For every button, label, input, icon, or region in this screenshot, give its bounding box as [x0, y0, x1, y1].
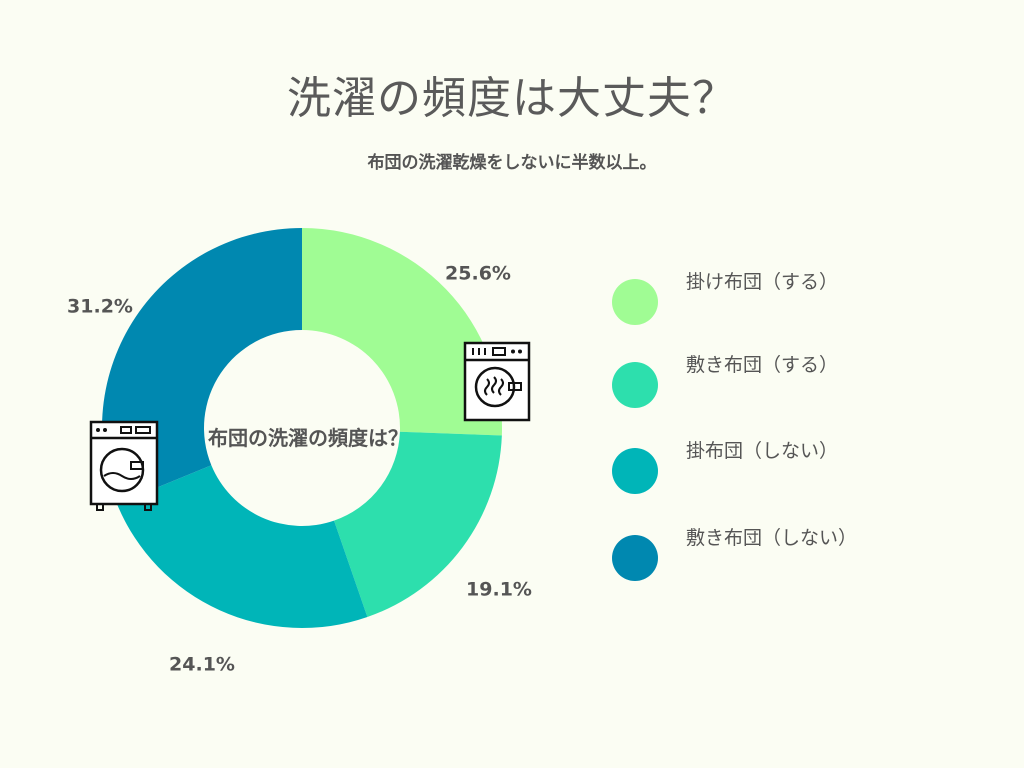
washing-machine-icon [89, 420, 159, 511]
legend-label: 掛け布団（する） [686, 271, 839, 293]
washing-machine-icon [463, 341, 531, 422]
legend-item: 敷き布団（する） [612, 354, 942, 408]
donut-slice-3 [116, 465, 368, 628]
legend-item: 掛け布団（する） [612, 271, 942, 325]
legend-item: 掛布団（しない） [612, 440, 942, 494]
slice-value-label: 25.6% [445, 263, 511, 285]
legend-swatch [612, 279, 658, 325]
slice-value-label: 19.1% [466, 579, 532, 601]
donut-slice-1 [302, 228, 502, 436]
legend-swatch [612, 362, 658, 408]
chart-subtitle: 布団の洗濯乾燥をしないに半数以上。 [367, 153, 657, 173]
legend-swatch [612, 448, 658, 494]
chart-title: 洗濯の頻度は大丈夫？ [287, 73, 737, 124]
legend-label: 掛布団（しない） [686, 440, 839, 462]
slice-value-label: 31.2% [67, 296, 133, 318]
legend-swatch [612, 535, 658, 581]
donut-slice-2 [334, 431, 502, 618]
legend-item: 敷き布団（しない） [612, 527, 942, 581]
donut-center-label: 布団の洗濯の頻度は？ [208, 426, 408, 450]
legend-label: 敷き布団（しない） [686, 527, 858, 549]
legend-label: 敷き布団（する） [686, 354, 839, 376]
slice-value-label: 24.1% [169, 654, 235, 676]
